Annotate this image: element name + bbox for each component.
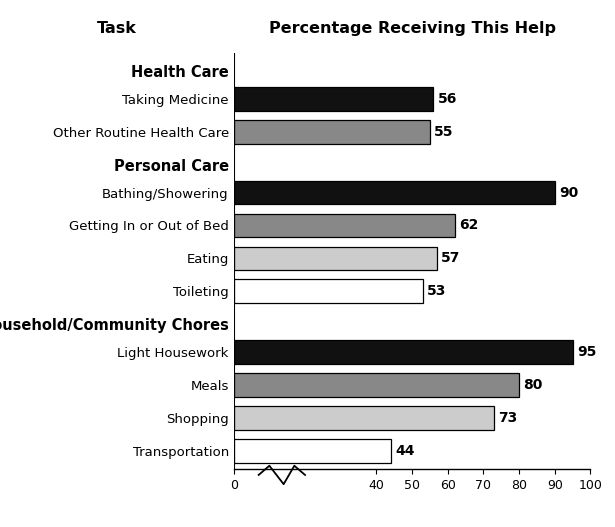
Text: 95: 95: [577, 345, 596, 359]
Text: Percentage Receiving This Help: Percentage Receiving This Help: [269, 21, 555, 36]
Text: 56: 56: [438, 92, 457, 106]
Text: 44: 44: [395, 444, 415, 458]
Bar: [234, 439, 391, 463]
Text: 73: 73: [498, 411, 518, 425]
Bar: [234, 120, 430, 143]
Bar: [234, 87, 434, 111]
Text: 53: 53: [427, 284, 446, 298]
Bar: [234, 279, 423, 303]
Text: 57: 57: [442, 251, 461, 266]
Bar: [234, 247, 437, 270]
Bar: [234, 406, 494, 430]
Text: 55: 55: [434, 125, 454, 139]
Text: 62: 62: [459, 219, 478, 232]
Text: Task: Task: [97, 21, 137, 36]
Bar: [234, 213, 455, 237]
Bar: [234, 340, 573, 364]
Text: 80: 80: [523, 378, 542, 392]
Text: 90: 90: [559, 186, 578, 200]
Bar: [234, 373, 519, 397]
Bar: [234, 181, 555, 204]
